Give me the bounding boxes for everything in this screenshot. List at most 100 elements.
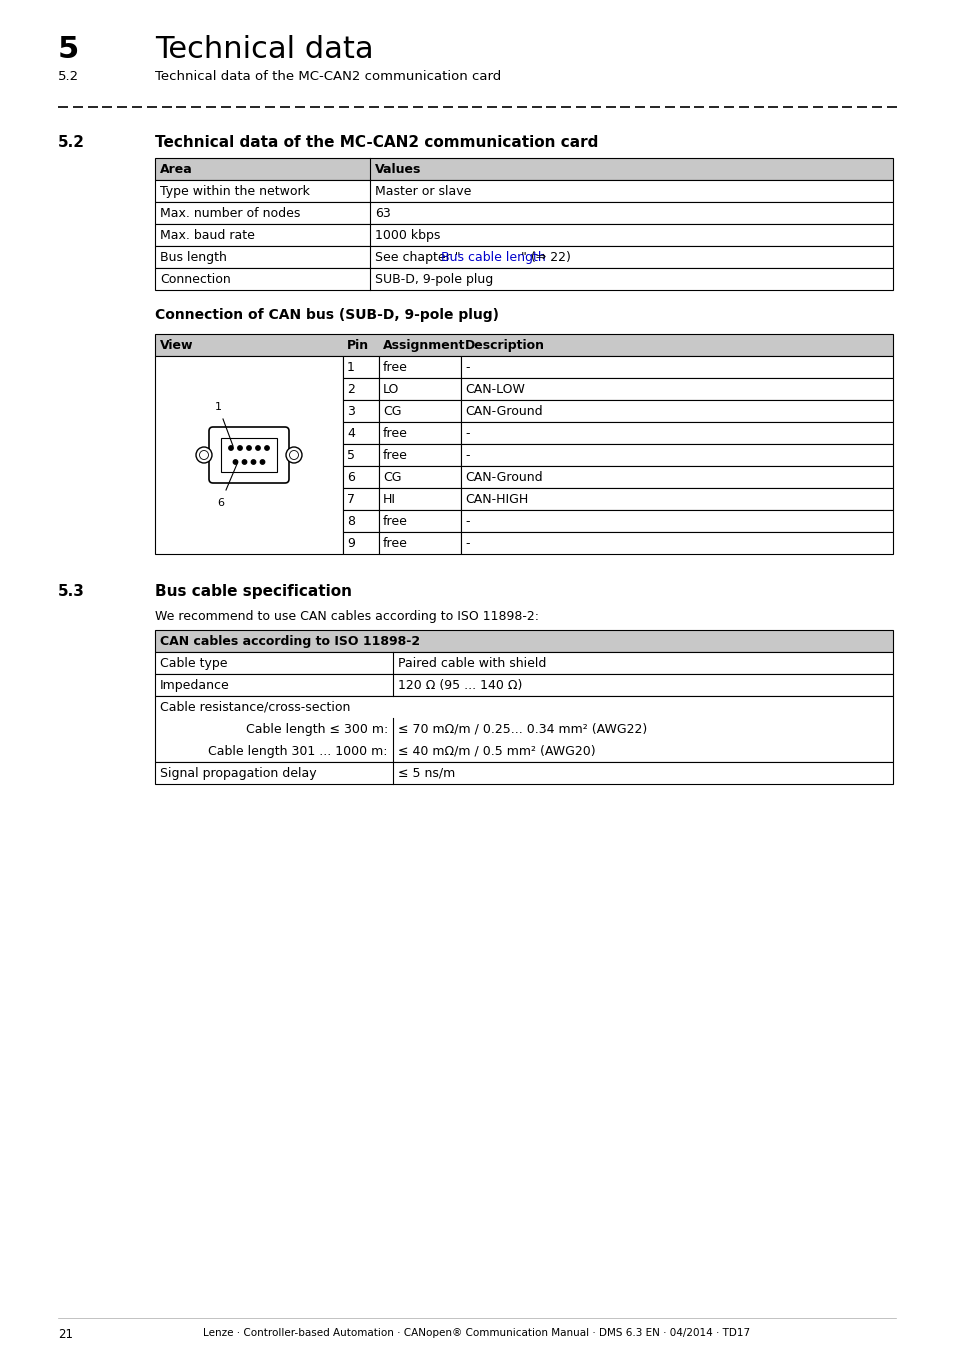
FancyBboxPatch shape xyxy=(209,427,289,483)
Circle shape xyxy=(199,451,209,459)
Text: Impedance: Impedance xyxy=(160,679,230,693)
Bar xyxy=(343,378,378,400)
Text: Assignment: Assignment xyxy=(382,339,465,352)
Circle shape xyxy=(233,460,237,464)
Bar xyxy=(378,356,460,378)
Text: Paired cable with shield: Paired cable with shield xyxy=(397,657,546,670)
Bar xyxy=(343,510,378,532)
Text: free: free xyxy=(382,360,408,374)
Bar xyxy=(378,423,460,444)
Circle shape xyxy=(242,460,247,464)
Text: 21: 21 xyxy=(58,1328,73,1341)
Bar xyxy=(378,466,460,487)
Text: Type within the network: Type within the network xyxy=(160,185,310,198)
Bar xyxy=(378,400,460,423)
Text: Area: Area xyxy=(160,163,193,176)
Circle shape xyxy=(260,460,264,464)
Text: 5: 5 xyxy=(347,450,355,462)
Text: 120 Ω (95 ... 140 Ω): 120 Ω (95 ... 140 Ω) xyxy=(397,679,522,693)
Bar xyxy=(154,761,892,784)
Text: ≤ 40 mΩ/m / 0.5 mm² (AWG20): ≤ 40 mΩ/m / 0.5 mm² (AWG20) xyxy=(397,745,595,757)
Text: -: - xyxy=(464,360,469,374)
Circle shape xyxy=(251,460,255,464)
Text: -: - xyxy=(464,537,469,549)
Bar xyxy=(378,378,460,400)
Text: 5.3: 5.3 xyxy=(58,585,85,599)
Text: 1: 1 xyxy=(214,402,221,412)
Bar xyxy=(154,158,892,180)
Text: Signal propagation delay: Signal propagation delay xyxy=(160,767,316,780)
Text: Connection of CAN bus (SUB-D, 9-pole plug): Connection of CAN bus (SUB-D, 9-pole plu… xyxy=(154,308,498,323)
Bar xyxy=(343,466,378,487)
Bar xyxy=(154,202,892,224)
Text: 63: 63 xyxy=(375,207,391,220)
Bar xyxy=(154,674,892,697)
Text: CAN-HIGH: CAN-HIGH xyxy=(464,493,528,506)
Bar xyxy=(460,423,892,444)
Text: Lenze · Controller-based Automation · CANopen® Communication Manual · DMS 6.3 EN: Lenze · Controller-based Automation · CA… xyxy=(203,1328,750,1338)
Text: View: View xyxy=(160,339,193,352)
Bar xyxy=(343,532,378,553)
Bar xyxy=(460,466,892,487)
Text: SUB-D, 9-pole plug: SUB-D, 9-pole plug xyxy=(375,273,493,286)
Bar xyxy=(154,356,343,554)
Bar xyxy=(154,333,892,356)
Text: 7: 7 xyxy=(347,493,355,506)
Bar xyxy=(460,356,892,378)
Bar xyxy=(154,630,892,652)
Text: -: - xyxy=(464,427,469,440)
Text: -: - xyxy=(464,450,469,462)
Circle shape xyxy=(247,446,251,450)
Text: Connection: Connection xyxy=(160,273,231,286)
Text: Values: Values xyxy=(375,163,421,176)
Bar xyxy=(154,224,892,246)
Text: We recommend to use CAN cables according to ISO 11898-2:: We recommend to use CAN cables according… xyxy=(154,610,538,622)
Text: free: free xyxy=(382,537,408,549)
Text: 6: 6 xyxy=(347,471,355,485)
Text: 2: 2 xyxy=(347,383,355,396)
Text: Master or slave: Master or slave xyxy=(375,185,471,198)
Bar xyxy=(378,487,460,510)
Bar xyxy=(343,487,378,510)
Text: ≤ 70 mΩ/m / 0.25... 0.34 mm² (AWG22): ≤ 70 mΩ/m / 0.25... 0.34 mm² (AWG22) xyxy=(397,724,646,736)
Bar xyxy=(460,400,892,423)
Text: Technical data: Technical data xyxy=(154,35,374,63)
Bar xyxy=(460,444,892,466)
Bar xyxy=(221,437,276,472)
Text: 9: 9 xyxy=(347,537,355,549)
Text: CAN-Ground: CAN-Ground xyxy=(464,471,542,485)
Text: Technical data of the MC-CAN2 communication card: Technical data of the MC-CAN2 communicat… xyxy=(154,70,500,82)
Text: ≤ 5 ns/m: ≤ 5 ns/m xyxy=(397,767,455,780)
Bar xyxy=(460,378,892,400)
Text: 5.2: 5.2 xyxy=(58,135,85,150)
Circle shape xyxy=(289,451,298,459)
Bar xyxy=(460,510,892,532)
Text: free: free xyxy=(382,427,408,440)
Bar xyxy=(154,246,892,269)
Bar xyxy=(343,444,378,466)
Text: Cable length 301 ... 1000 m:: Cable length 301 ... 1000 m: xyxy=(209,745,388,757)
Bar xyxy=(378,532,460,553)
Text: Description: Description xyxy=(464,339,544,352)
Bar xyxy=(343,400,378,423)
Text: CG: CG xyxy=(382,471,401,485)
Bar xyxy=(154,652,892,674)
Text: Cable resistance/cross-section: Cable resistance/cross-section xyxy=(160,701,350,714)
Circle shape xyxy=(229,446,233,450)
Text: -: - xyxy=(464,514,469,528)
Text: 5: 5 xyxy=(58,35,79,63)
Text: 5.2: 5.2 xyxy=(58,70,79,82)
Circle shape xyxy=(237,446,242,450)
Text: 4: 4 xyxy=(347,427,355,440)
Bar xyxy=(460,487,892,510)
Bar xyxy=(378,444,460,466)
Text: Max. baud rate: Max. baud rate xyxy=(160,230,254,242)
Bar xyxy=(154,697,892,761)
Circle shape xyxy=(286,447,302,463)
Text: Pin: Pin xyxy=(347,339,369,352)
Text: 1: 1 xyxy=(347,360,355,374)
Text: Bus length: Bus length xyxy=(160,251,227,265)
Text: Bus cable specification: Bus cable specification xyxy=(154,585,352,599)
Text: 8: 8 xyxy=(347,514,355,528)
Text: HI: HI xyxy=(382,493,395,506)
